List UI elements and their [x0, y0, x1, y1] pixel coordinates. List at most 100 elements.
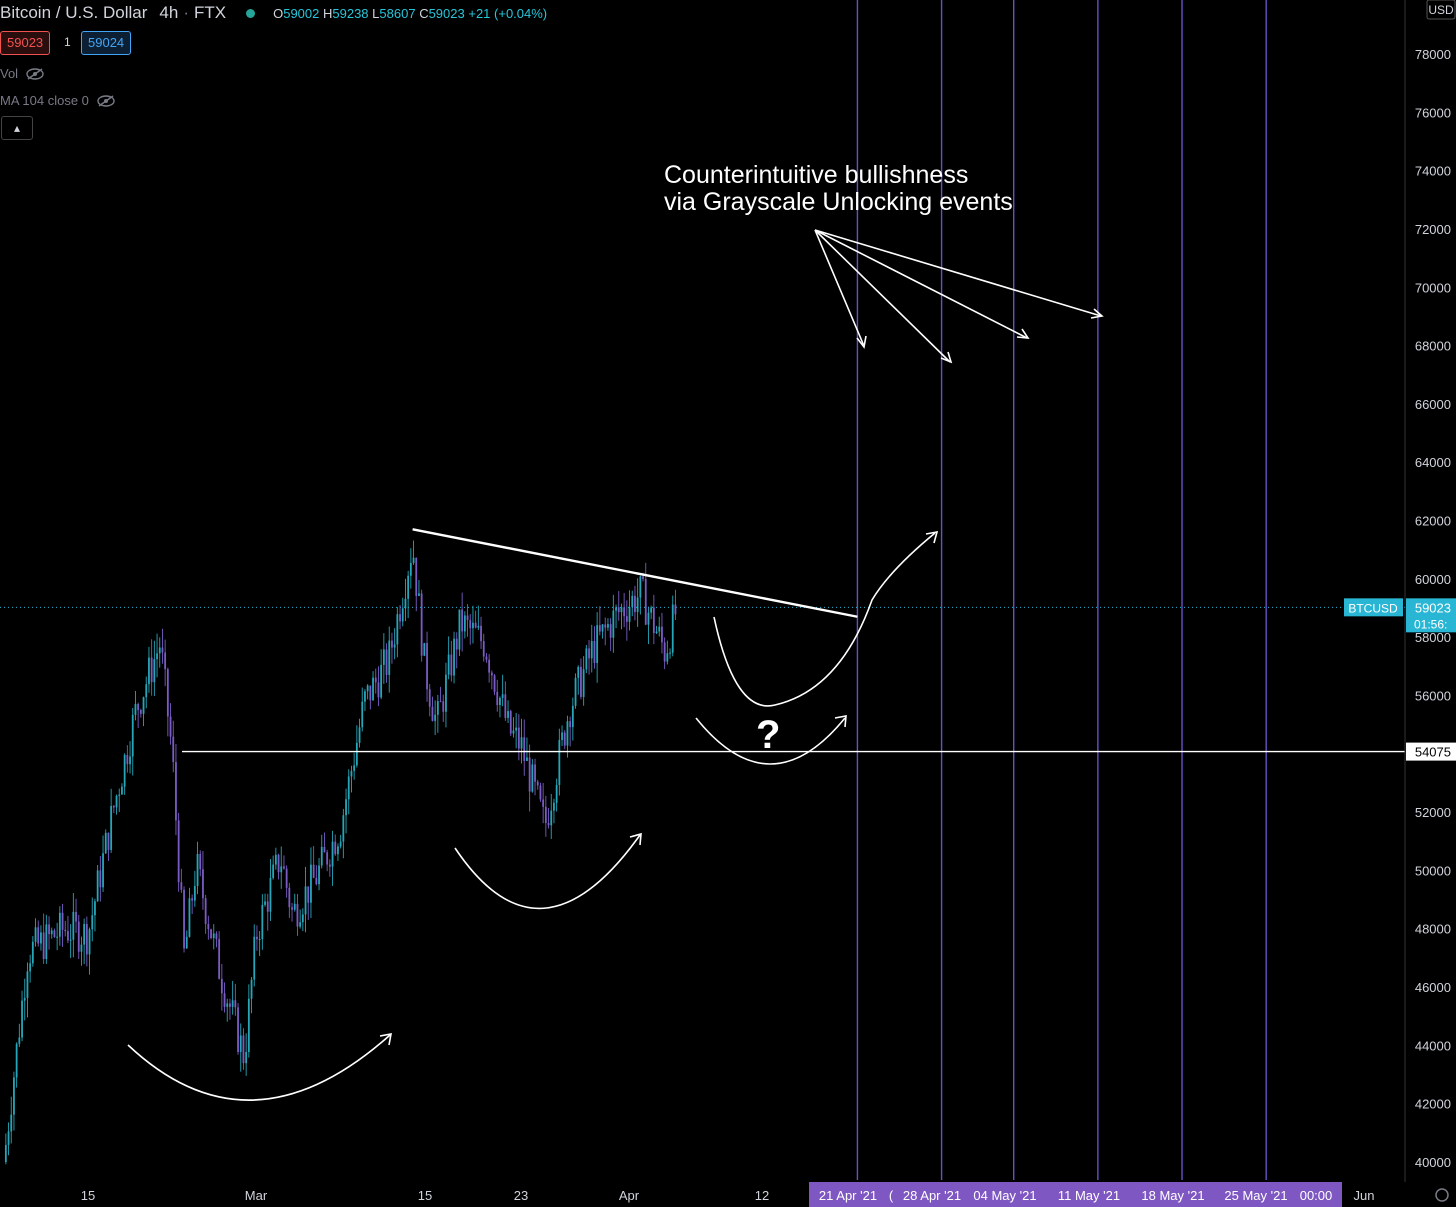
candle-body	[153, 659, 156, 683]
candle-body	[542, 799, 545, 807]
candle-body	[83, 923, 86, 945]
symbol-header: Bitcoin / U.S. Dollar 4h · FTX O59002 H5…	[0, 3, 548, 22]
candle-body	[607, 624, 609, 628]
x-tick-label: 18 May '21	[1141, 1188, 1204, 1203]
candle-body	[596, 625, 599, 664]
indicator-ma[interactable]: MA 104 close 0	[0, 93, 115, 108]
candle-body	[558, 739, 561, 785]
candle-body	[364, 691, 366, 702]
buy-button[interactable]: 59024	[81, 31, 132, 55]
candle-body	[461, 609, 464, 632]
candle-body	[7, 1131, 10, 1145]
candle-body	[493, 675, 496, 692]
candle-body	[339, 841, 342, 847]
interval[interactable]: 4h	[159, 3, 179, 22]
candle-body	[652, 607, 655, 634]
y-tick-label: 66000	[1415, 397, 1451, 412]
candle-body	[145, 684, 148, 698]
candle-body	[172, 736, 175, 763]
candle-body	[137, 704, 140, 711]
candle-body	[264, 901, 266, 905]
event-lines	[0, 0, 1405, 1180]
candle-body	[293, 903, 296, 910]
candle-body	[655, 631, 658, 634]
collapse-indicators-button[interactable]: ▴	[1, 116, 33, 140]
drawings: ?	[127, 229, 1405, 1101]
candle-body	[26, 971, 29, 998]
candle-body	[310, 864, 312, 903]
candle-body	[337, 846, 339, 855]
candle-body	[563, 732, 566, 746]
candle-body	[393, 644, 396, 648]
candle-body	[450, 654, 453, 676]
hidden-eye-icon[interactable]	[26, 67, 44, 80]
x-tick-label: (	[889, 1188, 894, 1203]
candle-body	[156, 653, 158, 660]
level-tag-label: 54075	[1415, 745, 1451, 760]
candle-body	[207, 923, 210, 930]
hidden-eye-icon[interactable]	[97, 94, 115, 107]
candle-body	[239, 1035, 242, 1052]
arrowhead-3	[925, 530, 939, 544]
y-tick-label: 50000	[1415, 863, 1451, 878]
candle-body	[555, 784, 558, 803]
candle-body	[258, 939, 261, 941]
candle-body	[547, 823, 550, 826]
candle-body	[199, 853, 202, 870]
price-axis[interactable]: USD 40000 42000 44000 46000 48000 50000 52000 54…	[1344, 0, 1456, 1207]
candle-body	[420, 593, 423, 656]
candle-body	[250, 979, 253, 999]
candle-body	[226, 1003, 229, 1007]
candle-body	[531, 764, 534, 792]
candle-body	[612, 610, 615, 638]
candle-body	[193, 886, 196, 901]
candle-body	[185, 936, 188, 949]
candle-body	[256, 936, 258, 940]
candle-body	[80, 944, 83, 952]
x-tick-label: 25 May '21	[1224, 1188, 1287, 1203]
candle-body	[361, 701, 364, 728]
candle-body	[285, 868, 288, 888]
curve-arrow-1	[127, 1034, 391, 1101]
candle-body	[42, 932, 45, 960]
candle-body	[434, 714, 437, 721]
candle-body	[469, 620, 472, 629]
candle-body	[331, 841, 334, 867]
candle-body	[423, 643, 426, 656]
time-axis[interactable]: 15 Mar 15 23 Apr 12 21 Apr '21 (28 Apr '21 04 Ma…	[0, 1182, 1456, 1207]
indicator-vol[interactable]: Vol	[0, 66, 44, 81]
quantity[interactable]: 1	[64, 35, 71, 49]
x-tick-label: 23	[514, 1188, 528, 1203]
candle-body	[142, 697, 145, 714]
y-tick-label: 44000	[1415, 1038, 1451, 1053]
sell-button[interactable]: 59023	[0, 31, 51, 55]
change-value: +21 (+0.04%)	[468, 5, 548, 21]
candle-body	[334, 841, 337, 855]
symbol-tag-label: BTCUSD	[1348, 601, 1398, 615]
candle-body	[391, 640, 393, 648]
candle-body	[418, 593, 420, 596]
candle-body	[377, 682, 380, 698]
x-tick-label: 21 Apr '21	[819, 1188, 877, 1203]
settings-gear-icon[interactable]	[1435, 1188, 1449, 1202]
candle-body	[666, 653, 669, 662]
candle-body	[21, 1000, 23, 1038]
candle-body	[175, 762, 177, 821]
candle-body	[407, 575, 410, 599]
candle-body	[64, 929, 67, 932]
candle-body	[658, 626, 661, 632]
candle-body	[355, 742, 358, 766]
candle-body	[61, 912, 64, 930]
chevron-up-icon: ▴	[13, 121, 21, 135]
candle-body	[126, 754, 129, 765]
candle-body	[517, 727, 520, 749]
candle-body	[598, 625, 601, 632]
candle-body	[544, 806, 547, 824]
candle-body	[269, 877, 272, 912]
candle-body	[121, 786, 123, 795]
candle-body	[129, 756, 131, 765]
candle-body	[523, 737, 526, 761]
symbol-name[interactable]: Bitcoin / U.S. Dollar	[0, 3, 148, 22]
candle-body	[188, 898, 191, 937]
